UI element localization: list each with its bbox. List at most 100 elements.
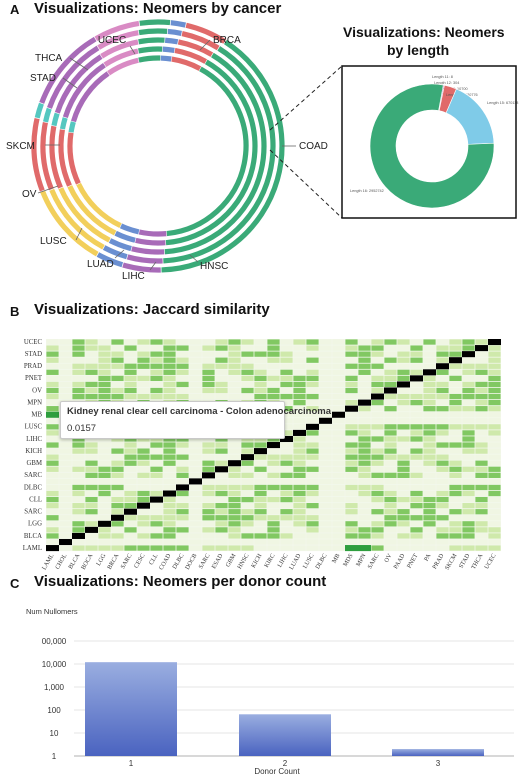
- heat-x-label: SKCM: [444, 552, 459, 571]
- ring-segment-coad: [163, 46, 276, 264]
- heat-cell: [306, 533, 319, 539]
- bar-y-tick: 1: [52, 752, 57, 761]
- heat-cell: [228, 466, 241, 472]
- heat-y-label: LIHC: [26, 436, 42, 443]
- heat-cell: [449, 436, 462, 442]
- heat-cell: [475, 357, 488, 363]
- heat-cell: [293, 436, 306, 442]
- heat-cell: [293, 363, 306, 369]
- zoom-line-top: [269, 65, 343, 131]
- heat-cell: [436, 484, 449, 491]
- heat-cell: [72, 393, 85, 400]
- heat-cell: [59, 363, 72, 369]
- heat-cell: [332, 503, 345, 509]
- heat-cell: [215, 339, 228, 345]
- heat-cell: [111, 484, 124, 491]
- heat-cell: [111, 339, 124, 345]
- heat-cell: [358, 509, 371, 515]
- bar-3[interactable]: [392, 749, 484, 756]
- heat-cell: [332, 496, 345, 503]
- heat-cell: [332, 345, 345, 351]
- heat-cell: [306, 515, 319, 521]
- heat-cell: [384, 539, 397, 545]
- heat-cell: [46, 339, 59, 345]
- heat-cell: [137, 478, 150, 485]
- heat-cell: [228, 545, 241, 551]
- heat-cell: [85, 545, 98, 551]
- donut-label-11: Length 11: 8: [432, 75, 453, 79]
- heat-cell: [46, 424, 59, 430]
- heat-cell: [475, 393, 488, 400]
- heat-cell: [46, 375, 59, 382]
- heat-cell: [332, 406, 345, 412]
- ring-segment-coad: [166, 66, 249, 237]
- heat-cell: [176, 515, 189, 521]
- heat-cell: [254, 339, 267, 345]
- heat-cell: [475, 381, 488, 388]
- heat-cell: [46, 503, 59, 509]
- bar-2[interactable]: [239, 714, 331, 756]
- heat-cell: [85, 345, 98, 351]
- heat-cell: [449, 375, 462, 382]
- heat-cell: [111, 521, 124, 527]
- heat-cell: [215, 357, 228, 363]
- heat-cell: [410, 521, 423, 527]
- heat-cell: [163, 484, 176, 491]
- heat-cell: [59, 515, 72, 521]
- heat-cell: [475, 539, 488, 545]
- heat-cell: [423, 527, 436, 533]
- heat-cell: [423, 387, 436, 394]
- heat-cell: [150, 393, 163, 400]
- heat-cell: [488, 478, 501, 485]
- ring-segment-thca: [138, 46, 163, 54]
- heat-cell: [423, 448, 436, 454]
- heat-cell: [228, 527, 241, 533]
- heat-cell: [345, 351, 358, 357]
- ring-label-coad: COAD: [299, 141, 328, 152]
- heat-cell: [436, 412, 449, 418]
- heat-cell: [150, 363, 163, 369]
- heat-cell: [462, 424, 475, 430]
- heat-cell: [384, 375, 397, 382]
- heat-cell: [293, 381, 306, 388]
- heat-cell: [488, 345, 501, 351]
- bar-1[interactable]: [85, 662, 177, 756]
- heat-cell: [371, 545, 384, 551]
- heat-cell: [345, 369, 358, 375]
- heat-cell: [137, 339, 150, 345]
- heat-cell: [163, 472, 176, 478]
- jaccard-heatmap: LAML BLCA LGG SARC CLL DLBC SARC GBM KICH LIHC LUS…: [23, 339, 501, 571]
- heat-cell: [280, 442, 293, 448]
- heat-diagonal-cell: [163, 490, 176, 497]
- heat-cell: [150, 515, 163, 521]
- heat-cell: [306, 436, 319, 442]
- heat-cell: [189, 472, 202, 478]
- heat-cell: [189, 533, 202, 539]
- heat-cell: [72, 454, 85, 460]
- heat-cell: [98, 515, 111, 521]
- heat-cell: [449, 393, 462, 400]
- heat-cell: [137, 521, 150, 527]
- heat-x-label: KIRC: [263, 553, 276, 569]
- heat-cell: [319, 369, 332, 375]
- heat-cell: [72, 387, 85, 394]
- heat-cell: [306, 484, 319, 491]
- heat-cell: [462, 466, 475, 472]
- heat-cell: [72, 369, 85, 375]
- heat-cell: [306, 369, 319, 375]
- heat-cell: [371, 460, 384, 466]
- heat-cell: [72, 478, 85, 485]
- heat-cell: [332, 460, 345, 466]
- heat-cell: [384, 490, 397, 497]
- heat-cell: [111, 442, 124, 448]
- heat-cell: [46, 442, 59, 448]
- heat-cell: [410, 466, 423, 472]
- heat-cell: [267, 393, 280, 400]
- heat-diagonal-cell: [59, 538, 72, 546]
- heat-diagonal-cell: [228, 460, 241, 467]
- heat-cell: [124, 381, 137, 388]
- heat-cell: [449, 472, 462, 478]
- ring-segment-lihc: [96, 252, 124, 268]
- heat-cell: [332, 339, 345, 345]
- ring-label-luad: LUAD: [87, 259, 114, 270]
